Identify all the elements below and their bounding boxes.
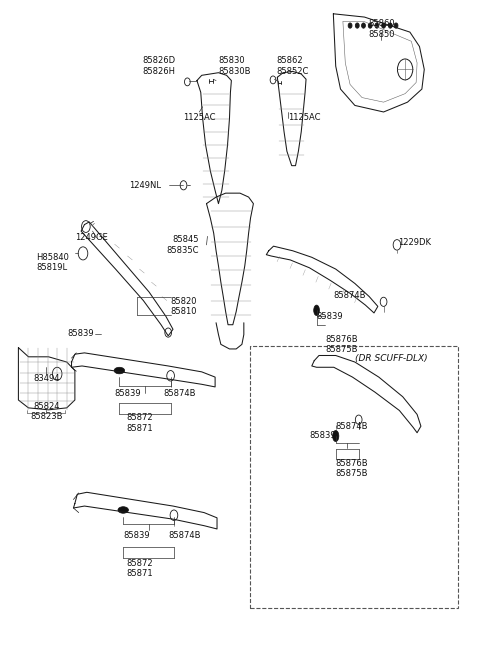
Text: 85839: 85839: [124, 531, 150, 540]
Circle shape: [375, 23, 379, 28]
Text: 83494: 83494: [33, 374, 60, 383]
Text: 85876B
85875B: 85876B 85875B: [325, 335, 358, 354]
Text: 1125AC: 1125AC: [183, 113, 216, 122]
Text: 85845
85835C: 85845 85835C: [167, 235, 199, 255]
Text: 1125AC: 1125AC: [288, 113, 320, 122]
Text: 85874B: 85874B: [163, 389, 196, 398]
Text: 85824
85823B: 85824 85823B: [30, 402, 62, 422]
Text: 1249GE: 1249GE: [75, 233, 108, 242]
Ellipse shape: [333, 430, 339, 441]
Circle shape: [368, 23, 372, 28]
Ellipse shape: [314, 305, 320, 316]
Ellipse shape: [114, 367, 125, 374]
Text: 85872
85871: 85872 85871: [126, 558, 153, 578]
Text: 1229DK: 1229DK: [398, 238, 431, 247]
Text: 85839: 85839: [67, 329, 94, 338]
Text: 85830
85830B: 85830 85830B: [218, 56, 251, 76]
Text: 85820
85810: 85820 85810: [170, 297, 197, 316]
Circle shape: [394, 23, 398, 28]
Circle shape: [361, 23, 365, 28]
Text: 85874B: 85874B: [336, 422, 368, 432]
Circle shape: [382, 23, 385, 28]
Circle shape: [355, 23, 359, 28]
Text: 85860
85850: 85860 85850: [368, 19, 395, 39]
Circle shape: [348, 23, 352, 28]
Text: 85876B
85875B: 85876B 85875B: [336, 459, 368, 478]
Text: (DR SCUFF-DLX): (DR SCUFF-DLX): [355, 354, 428, 363]
Ellipse shape: [118, 506, 129, 513]
Text: 85826D
85826H: 85826D 85826H: [142, 56, 175, 76]
Text: 85839: 85839: [114, 389, 141, 398]
Text: 85839: 85839: [317, 312, 343, 321]
Text: 85839: 85839: [310, 431, 336, 440]
Text: 85872
85871: 85872 85871: [126, 413, 153, 432]
Text: 85874B: 85874B: [168, 531, 201, 540]
Text: 85874B: 85874B: [333, 291, 366, 300]
Text: H85840
85819L: H85840 85819L: [36, 253, 70, 272]
Text: 85862
85852C: 85862 85852C: [276, 56, 308, 76]
Circle shape: [388, 23, 392, 28]
Text: 1249NL: 1249NL: [129, 181, 161, 190]
